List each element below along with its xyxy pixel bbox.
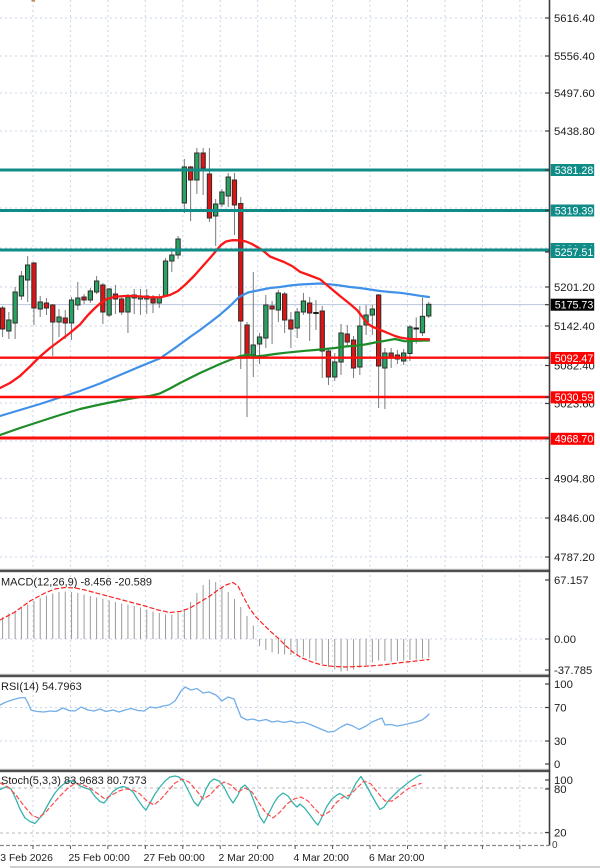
svg-text:5092.47: 5092.47 <box>555 353 594 365</box>
svg-text:4787.20: 4787.20 <box>554 552 595 564</box>
svg-text:5556.40: 5556.40 <box>554 51 595 63</box>
svg-text:30: 30 <box>554 736 567 748</box>
svg-text:5175.73: 5175.73 <box>555 300 594 312</box>
svg-text:5201.20: 5201.20 <box>554 282 595 294</box>
svg-text:5438.80: 5438.80 <box>554 126 595 138</box>
svg-text:100: 100 <box>554 679 573 691</box>
svg-text:23 Feb 2026: 23 Feb 2026 <box>0 853 53 864</box>
svg-text:-37.785: -37.785 <box>554 665 592 677</box>
svg-text:20: 20 <box>554 828 567 840</box>
svg-text:5257.51: 5257.51 <box>555 247 594 259</box>
svg-text:0: 0 <box>552 840 558 851</box>
svg-text:0: 0 <box>554 759 560 771</box>
svg-text:25 Feb 00:00: 25 Feb 00:00 <box>69 853 130 864</box>
svg-text:4 Mar 20:00: 4 Mar 20:00 <box>294 853 350 864</box>
svg-text:5142.40: 5142.40 <box>554 321 595 333</box>
svg-text:4904.80: 4904.80 <box>554 474 595 486</box>
svg-text:5030.59: 5030.59 <box>555 392 594 404</box>
svg-text:80: 80 <box>554 784 567 796</box>
svg-text:5381.28: 5381.28 <box>555 165 594 177</box>
svg-text:5497.60: 5497.60 <box>554 88 595 100</box>
svg-text:6 Mar 20:00: 6 Mar 20:00 <box>369 853 425 864</box>
svg-text:RSI(14) 54.7963: RSI(14) 54.7963 <box>1 681 82 693</box>
svg-text:2 Mar 20:00: 2 Mar 20:00 <box>219 853 275 864</box>
svg-text:4968.70: 4968.70 <box>555 434 594 446</box>
svg-text:70: 70 <box>554 703 567 715</box>
svg-text:5616.40: 5616.40 <box>554 13 595 25</box>
svg-text:4846.00: 4846.00 <box>554 513 595 525</box>
svg-text:5319.39: 5319.39 <box>555 205 594 217</box>
svg-text:67.157: 67.157 <box>554 575 589 587</box>
svg-text:100: 100 <box>554 775 573 787</box>
svg-text:Stoch(5,3,3) 83.9683 80.7373: Stoch(5,3,3) 83.9683 80.7373 <box>1 775 147 787</box>
svg-text:27 Feb 00:00: 27 Feb 00:00 <box>144 853 205 864</box>
svg-text:MACD(12,26,9) -8.456 -20.589: MACD(12,26,9) -8.456 -20.589 <box>1 577 152 589</box>
svg-text:0.00: 0.00 <box>554 634 576 646</box>
